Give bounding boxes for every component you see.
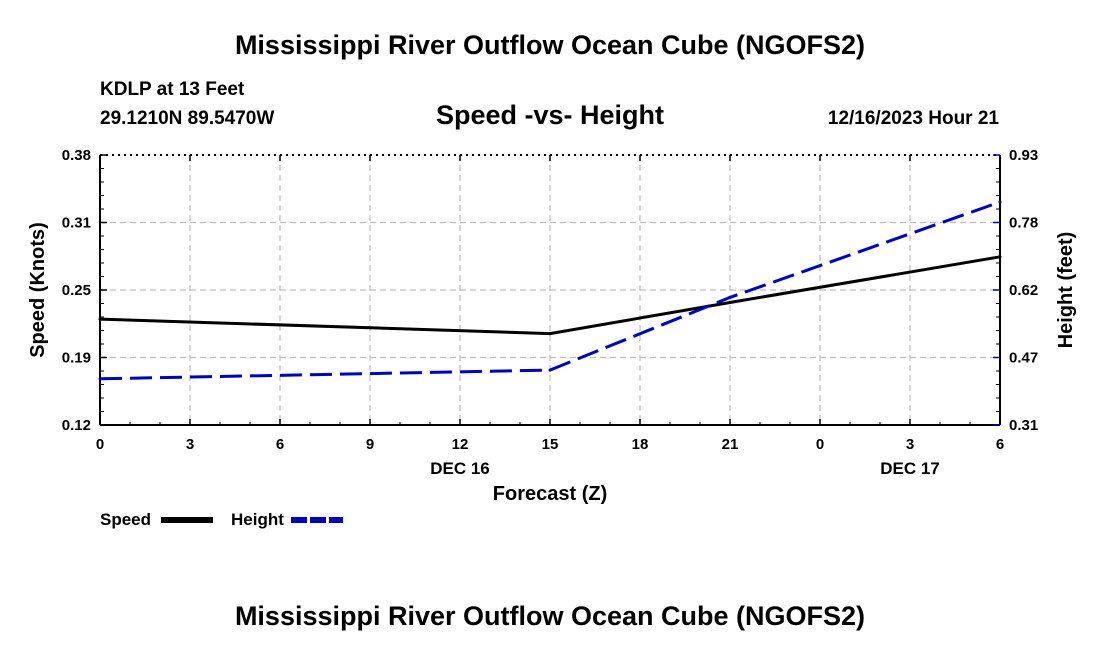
legend-speed-label: Speed [100,510,151,529]
date-label: DEC 16 [430,459,490,478]
y-tick-label-left: 0.25 [62,282,91,299]
series-layer [98,200,1002,381]
data-point-speed [998,255,1002,259]
x-tick-label: 18 [632,436,649,453]
y-tick-label-right: 0.62 [1009,282,1038,299]
series-line-height [99,200,1001,381]
y-tick-label-right: 0.47 [1009,350,1038,367]
y-tick-label-right: 0.31 [1009,417,1038,434]
y-tick-label-left: 0.19 [62,350,91,367]
x-tick-label: 12 [452,436,469,453]
y-tick-label-left: 0.31 [62,215,91,232]
data-point-speed [548,332,552,336]
x-tick-label: 0 [96,436,104,453]
y-tick-label-left: 0.38 [62,147,91,164]
data-point-height [98,377,102,381]
y-tick-label-right: 0.78 [1009,215,1038,232]
x-tick-label: 3 [186,436,194,453]
x-tick-label: 6 [996,436,1004,453]
x-tick-label: 9 [366,436,374,453]
legend: Speed Height [100,510,343,529]
station-label: KDLP at 13 Feet [100,79,245,100]
data-point-height [548,368,552,372]
y-tick-label-right: 0.93 [1009,147,1038,164]
x-tick-label: 15 [542,436,559,453]
x-tick-label: 0 [816,436,824,453]
coordinates-label: 29.1210N 89.5470W [100,108,274,129]
x-tick-label: 3 [906,436,914,453]
chart-subtitle: Speed -vs- Height [436,100,664,130]
datetime-label: 12/16/2023 Hour 21 [828,108,1000,129]
date-label: DEC 17 [880,459,940,478]
x-tick-label: 6 [276,436,284,453]
bottom-title: Mississippi River Outflow Ocean Cube (NG… [235,601,865,631]
tick-layer: 0 3 6 9 12 15 18 21 0 3 6 DEC 16 DEC 17 0.12 0.19 0.25 0… [62,147,1038,478]
y-axis-label-left: Speed (Knots) [27,222,49,358]
y-axis-label-right: Height (feet) [1055,232,1077,349]
data-point-speed [728,300,732,304]
data-point-height [998,200,1002,204]
x-tick-label: 21 [722,436,739,453]
series-line-speed [99,255,1001,336]
chart-title: Mississippi River Outflow Ocean Cube (NG… [235,30,865,60]
y-tick-label-left: 0.12 [62,417,91,434]
x-axis-label: Forecast (Z) [493,483,607,505]
data-point-height [728,295,732,299]
legend-height-label: Height [231,510,284,529]
data-point-speed [98,317,102,321]
grid-layer [100,155,1000,425]
